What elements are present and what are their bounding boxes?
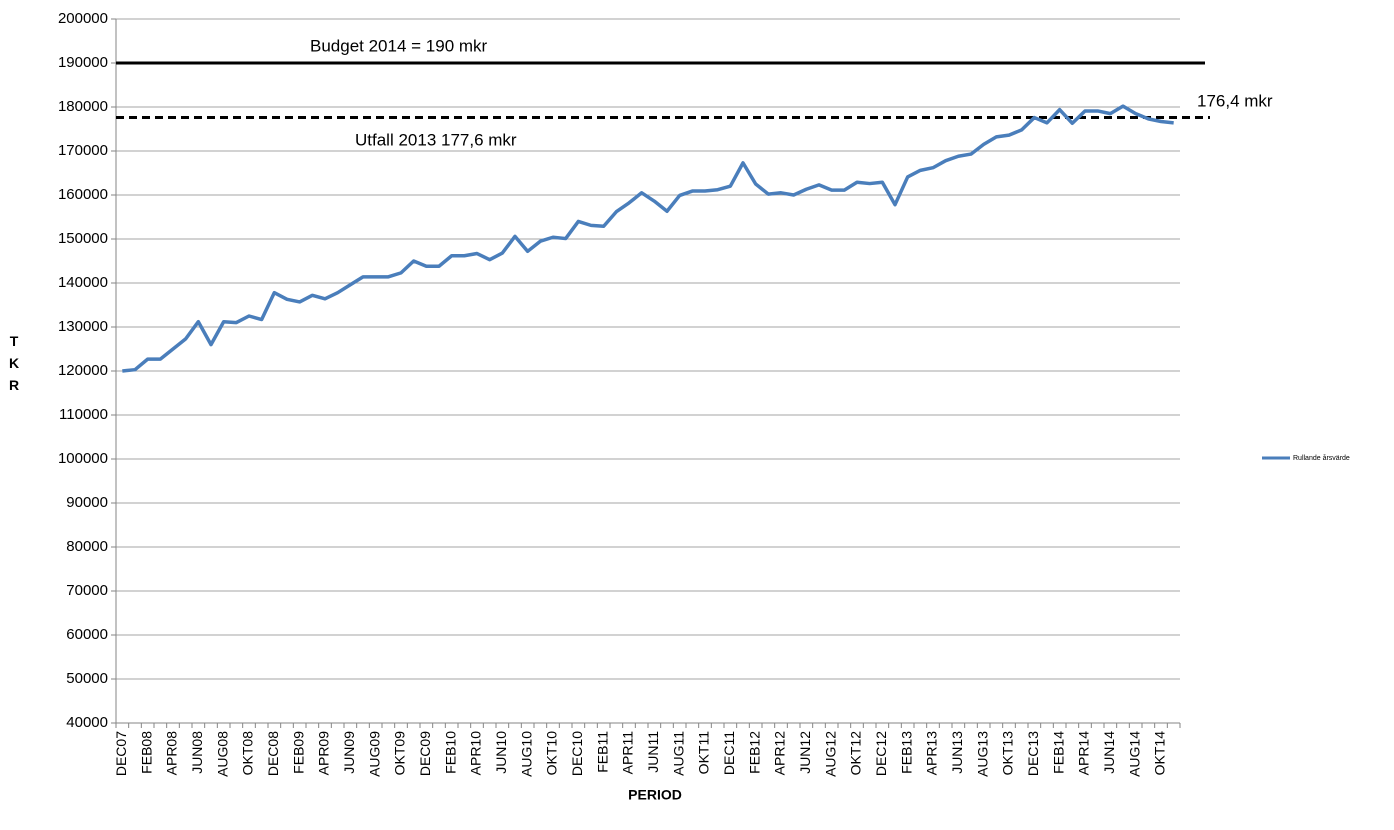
x-tick-label: JUN12 [797, 731, 813, 774]
y-tick-label: 100000 [58, 450, 108, 467]
x-tick-label: DEC08 [265, 731, 281, 776]
x-tick-label: FEB11 [594, 731, 610, 773]
x-tick-label: AUG09 [366, 731, 382, 777]
annotation: Utfall 2013 177,6 mkr [355, 130, 517, 149]
y-tick-label: 90000 [66, 494, 108, 511]
x-tick-label: DEC11 [721, 731, 737, 775]
x-tick-label: FEB12 [746, 731, 762, 774]
y-tick-label: 200000 [58, 10, 108, 27]
y-tick-label: 120000 [58, 362, 108, 379]
x-tick-label: OKT14 [1152, 731, 1168, 776]
x-tick-label: OKT08 [240, 731, 256, 776]
y-tick-label: 40000 [66, 714, 108, 731]
x-tick-label: OKT13 [1000, 731, 1016, 776]
x-tick-label: JUN09 [341, 731, 357, 774]
x-tick-label: AUG14 [1126, 731, 1142, 777]
x-tick-label: APR14 [1076, 731, 1092, 776]
x-tick-label: APR11 [620, 731, 636, 775]
y-tick-label: 190000 [58, 54, 108, 71]
x-tick-label: FEB09 [290, 731, 306, 774]
x-tick-label: FEB10 [442, 731, 458, 774]
y-tick-label: 180000 [58, 98, 108, 115]
x-tick-label: JUN10 [493, 731, 509, 774]
y-tick-label: 160000 [58, 186, 108, 203]
y-tick-label: 50000 [66, 670, 108, 687]
x-tick-label: OKT10 [544, 731, 560, 776]
x-tick-label: AUG11 [670, 731, 686, 776]
y-axis-label: TKR [9, 333, 20, 393]
y-tick-label: 110000 [59, 406, 108, 423]
y-tick-label: 70000 [66, 582, 108, 599]
y-tick-label: 170000 [58, 142, 108, 159]
x-tick-label: AUG12 [822, 731, 838, 777]
y-tick-label: 80000 [66, 538, 108, 555]
x-tick-label: DEC10 [569, 731, 585, 776]
x-tick-label: JUN11 [645, 731, 661, 773]
x-tick-label: DEC07 [113, 731, 129, 776]
x-tick-label: APR12 [772, 731, 788, 776]
y-tick-label: 60000 [66, 626, 108, 643]
x-tick-label: OKT12 [848, 731, 864, 776]
x-tick-label: JUN13 [949, 731, 965, 774]
x-tick-label: AUG10 [518, 731, 534, 777]
x-tick-label: APR08 [164, 731, 180, 776]
x-tick-label: DEC13 [1025, 731, 1041, 776]
x-tick-label: APR09 [316, 731, 332, 776]
x-tick-label: APR10 [468, 731, 484, 776]
x-tick-label: JUN08 [189, 731, 205, 774]
annotation: Budget 2014 = 190 mkr [310, 36, 488, 55]
x-tick-label: OKT11 [696, 731, 712, 775]
x-tick-label: JUN14 [1101, 731, 1117, 774]
x-tick-label: FEB08 [138, 731, 154, 774]
y-tick-label: 150000 [58, 230, 108, 247]
x-tick-label: DEC09 [417, 731, 433, 776]
legend-label: Rullande årsvärde [1293, 454, 1350, 462]
x-tick-label: AUG08 [214, 731, 230, 777]
annotation: 176,4 mkr [1197, 91, 1273, 110]
x-tick-label: OKT09 [392, 731, 408, 776]
y-tick-label: 140000 [58, 274, 108, 291]
x-tick-label: AUG13 [974, 731, 990, 777]
x-tick-label: APR13 [924, 731, 940, 776]
y-tick-label: 130000 [58, 318, 108, 335]
series-line [122, 104, 1174, 373]
x-tick-label: FEB13 [898, 731, 914, 774]
x-tick-label: FEB14 [1050, 731, 1066, 774]
x-tick-label: DEC12 [873, 731, 889, 776]
x-axis-label: PERIOD [628, 787, 682, 803]
